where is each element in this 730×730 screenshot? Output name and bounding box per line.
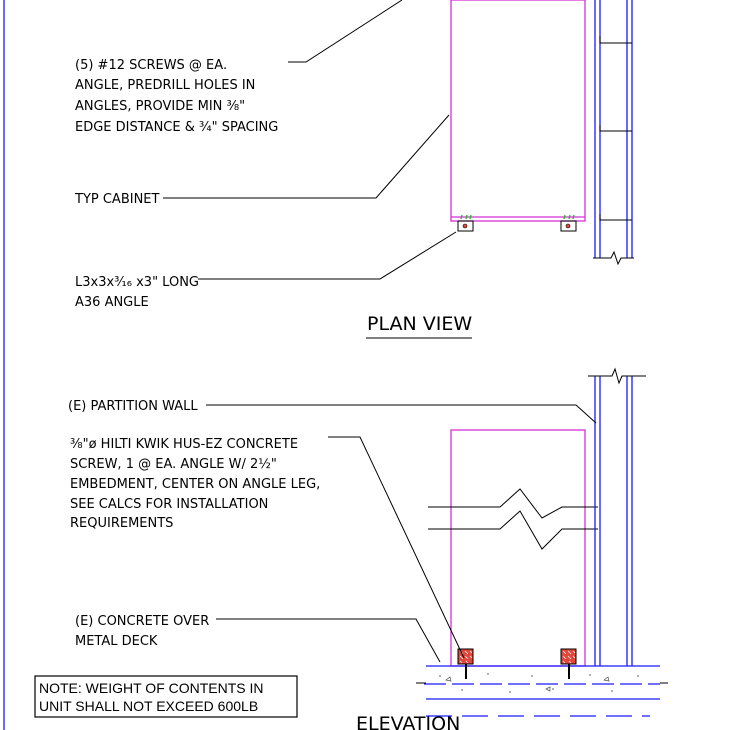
- elevation-anchor-right: [560, 648, 577, 679]
- weight-note-box: NOTE: WEIGHT OF CONTENTS IN UNIT SHALL N…: [34, 675, 298, 718]
- partition-wall-label: (E) PARTITION WALL: [68, 399, 198, 414]
- plan-cabinet-outline: [450, 0, 586, 222]
- plan-view: (5) #12 SCREWS @ EA. ANGLE, PREDRILL HOL…: [74, 0, 634, 339]
- plan-view-title: PLAN VIEW: [367, 313, 472, 335]
- elevation-anchor-left: [457, 648, 474, 679]
- cabinet-label: TYP CABINET: [74, 192, 160, 207]
- leader-cabinet: [163, 114, 450, 199]
- concrete-deck-note: (E) CONCRETE OVER METAL DECK: [75, 614, 213, 649]
- elevation-cabinet-outline: [450, 429, 586, 667]
- concrete-screw-note: ⅜"ø HILTI KWIK HUS-EZ CONCRETE SCREW, 1 …: [70, 437, 324, 531]
- elevation-view: (E) PARTITION WALL ⅜"ø HILTI KWIK HUS-EZ…: [68, 367, 668, 730]
- leader-screws: [288, 0, 403, 63]
- leader-concrete-screw: [328, 436, 465, 659]
- angle-note: L3x3x³⁄₁₆ x3" LONG A36 ANGLE: [75, 275, 203, 310]
- weight-note: NOTE: WEIGHT OF CONTENTS IN UNIT SHALL N…: [39, 680, 267, 714]
- elevation-title: ELEVATION: [356, 713, 460, 730]
- screws-note: (5) #12 SCREWS @ EA. ANGLE, PREDRILL HOL…: [75, 58, 278, 135]
- concrete-stipple: [439, 673, 639, 693]
- concrete-slab: [416, 665, 668, 717]
- plan-angle-right: [560, 214, 577, 232]
- elevation-partition-wall: [588, 367, 646, 666]
- leader-partition-wall: [206, 404, 597, 424]
- leader-concrete-deck: [216, 618, 441, 663]
- plan-angle-left: [457, 214, 474, 232]
- plan-partition-wall: [593, 0, 634, 266]
- break-line: [428, 488, 598, 550]
- leader-angle: [198, 231, 457, 280]
